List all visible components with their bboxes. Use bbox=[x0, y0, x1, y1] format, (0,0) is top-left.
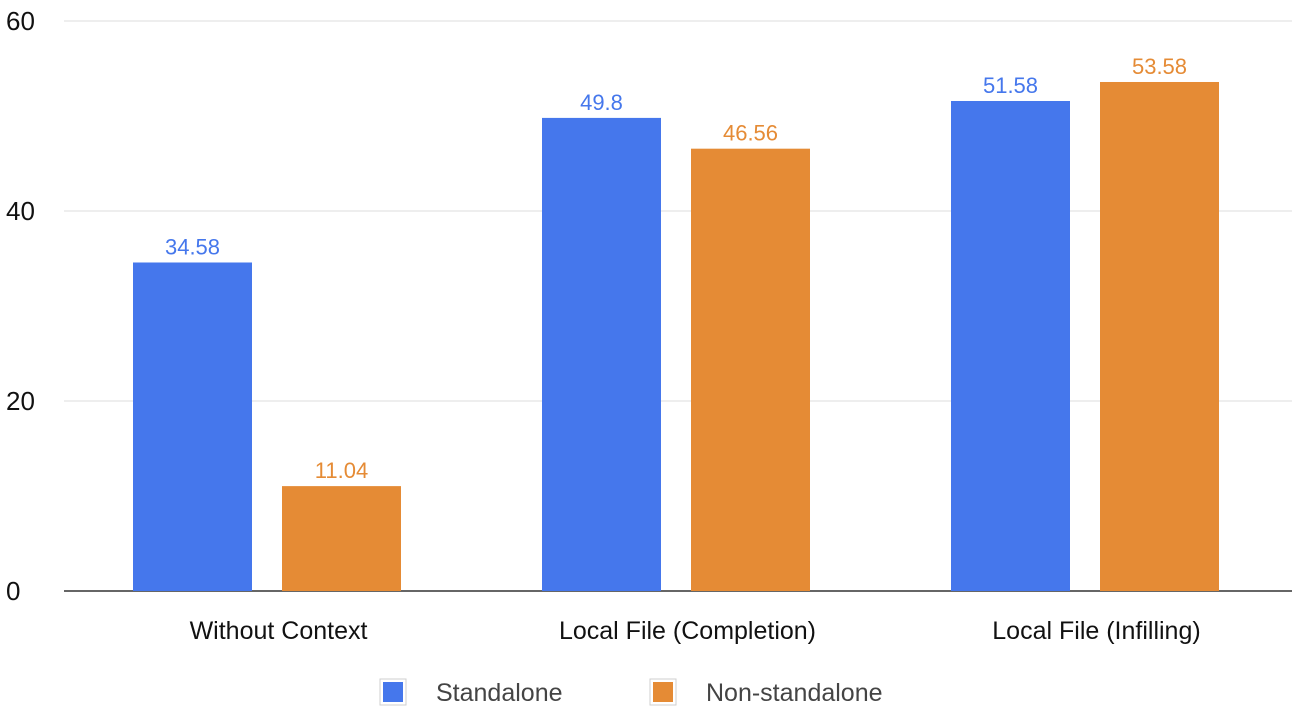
grid-layer bbox=[64, 20, 1292, 592]
bar-standalone bbox=[542, 117, 661, 592]
bars-layer bbox=[133, 81, 1219, 592]
legend-swatch bbox=[383, 682, 403, 702]
y-tick-label: 20 bbox=[6, 386, 35, 416]
data-label: 11.04 bbox=[315, 458, 368, 483]
bar-standalone bbox=[951, 100, 1070, 592]
x-category-label: Local File (Completion) bbox=[559, 617, 816, 645]
bar-non-standalone bbox=[282, 486, 401, 591]
y-tick-label: 40 bbox=[6, 196, 35, 226]
data-label: 53.58 bbox=[1132, 54, 1187, 79]
legend: Standalone Non-standalone bbox=[379, 678, 883, 707]
data-label: 34.58 bbox=[165, 234, 220, 259]
legend-label: Standalone bbox=[436, 679, 563, 707]
labels-layer: 0 20 40 60 34.58 11.04 Without Context 49.8 46.5… bbox=[6, 6, 1201, 645]
x-category-label: Local File (Infilling) bbox=[992, 617, 1200, 645]
legend-swatch bbox=[653, 682, 673, 702]
y-tick-label: 60 bbox=[6, 6, 35, 36]
x-category-label: Without Context bbox=[190, 617, 368, 645]
data-label: 49.8 bbox=[580, 90, 623, 115]
bar-non-standalone bbox=[691, 148, 810, 591]
data-label: 51.58 bbox=[983, 73, 1038, 98]
y-tick-label: 0 bbox=[6, 576, 20, 606]
bar-non-standalone bbox=[1100, 81, 1219, 592]
bar-standalone bbox=[133, 262, 252, 591]
data-label: 46.56 bbox=[723, 121, 778, 146]
legend-label: Non-standalone bbox=[706, 679, 883, 707]
